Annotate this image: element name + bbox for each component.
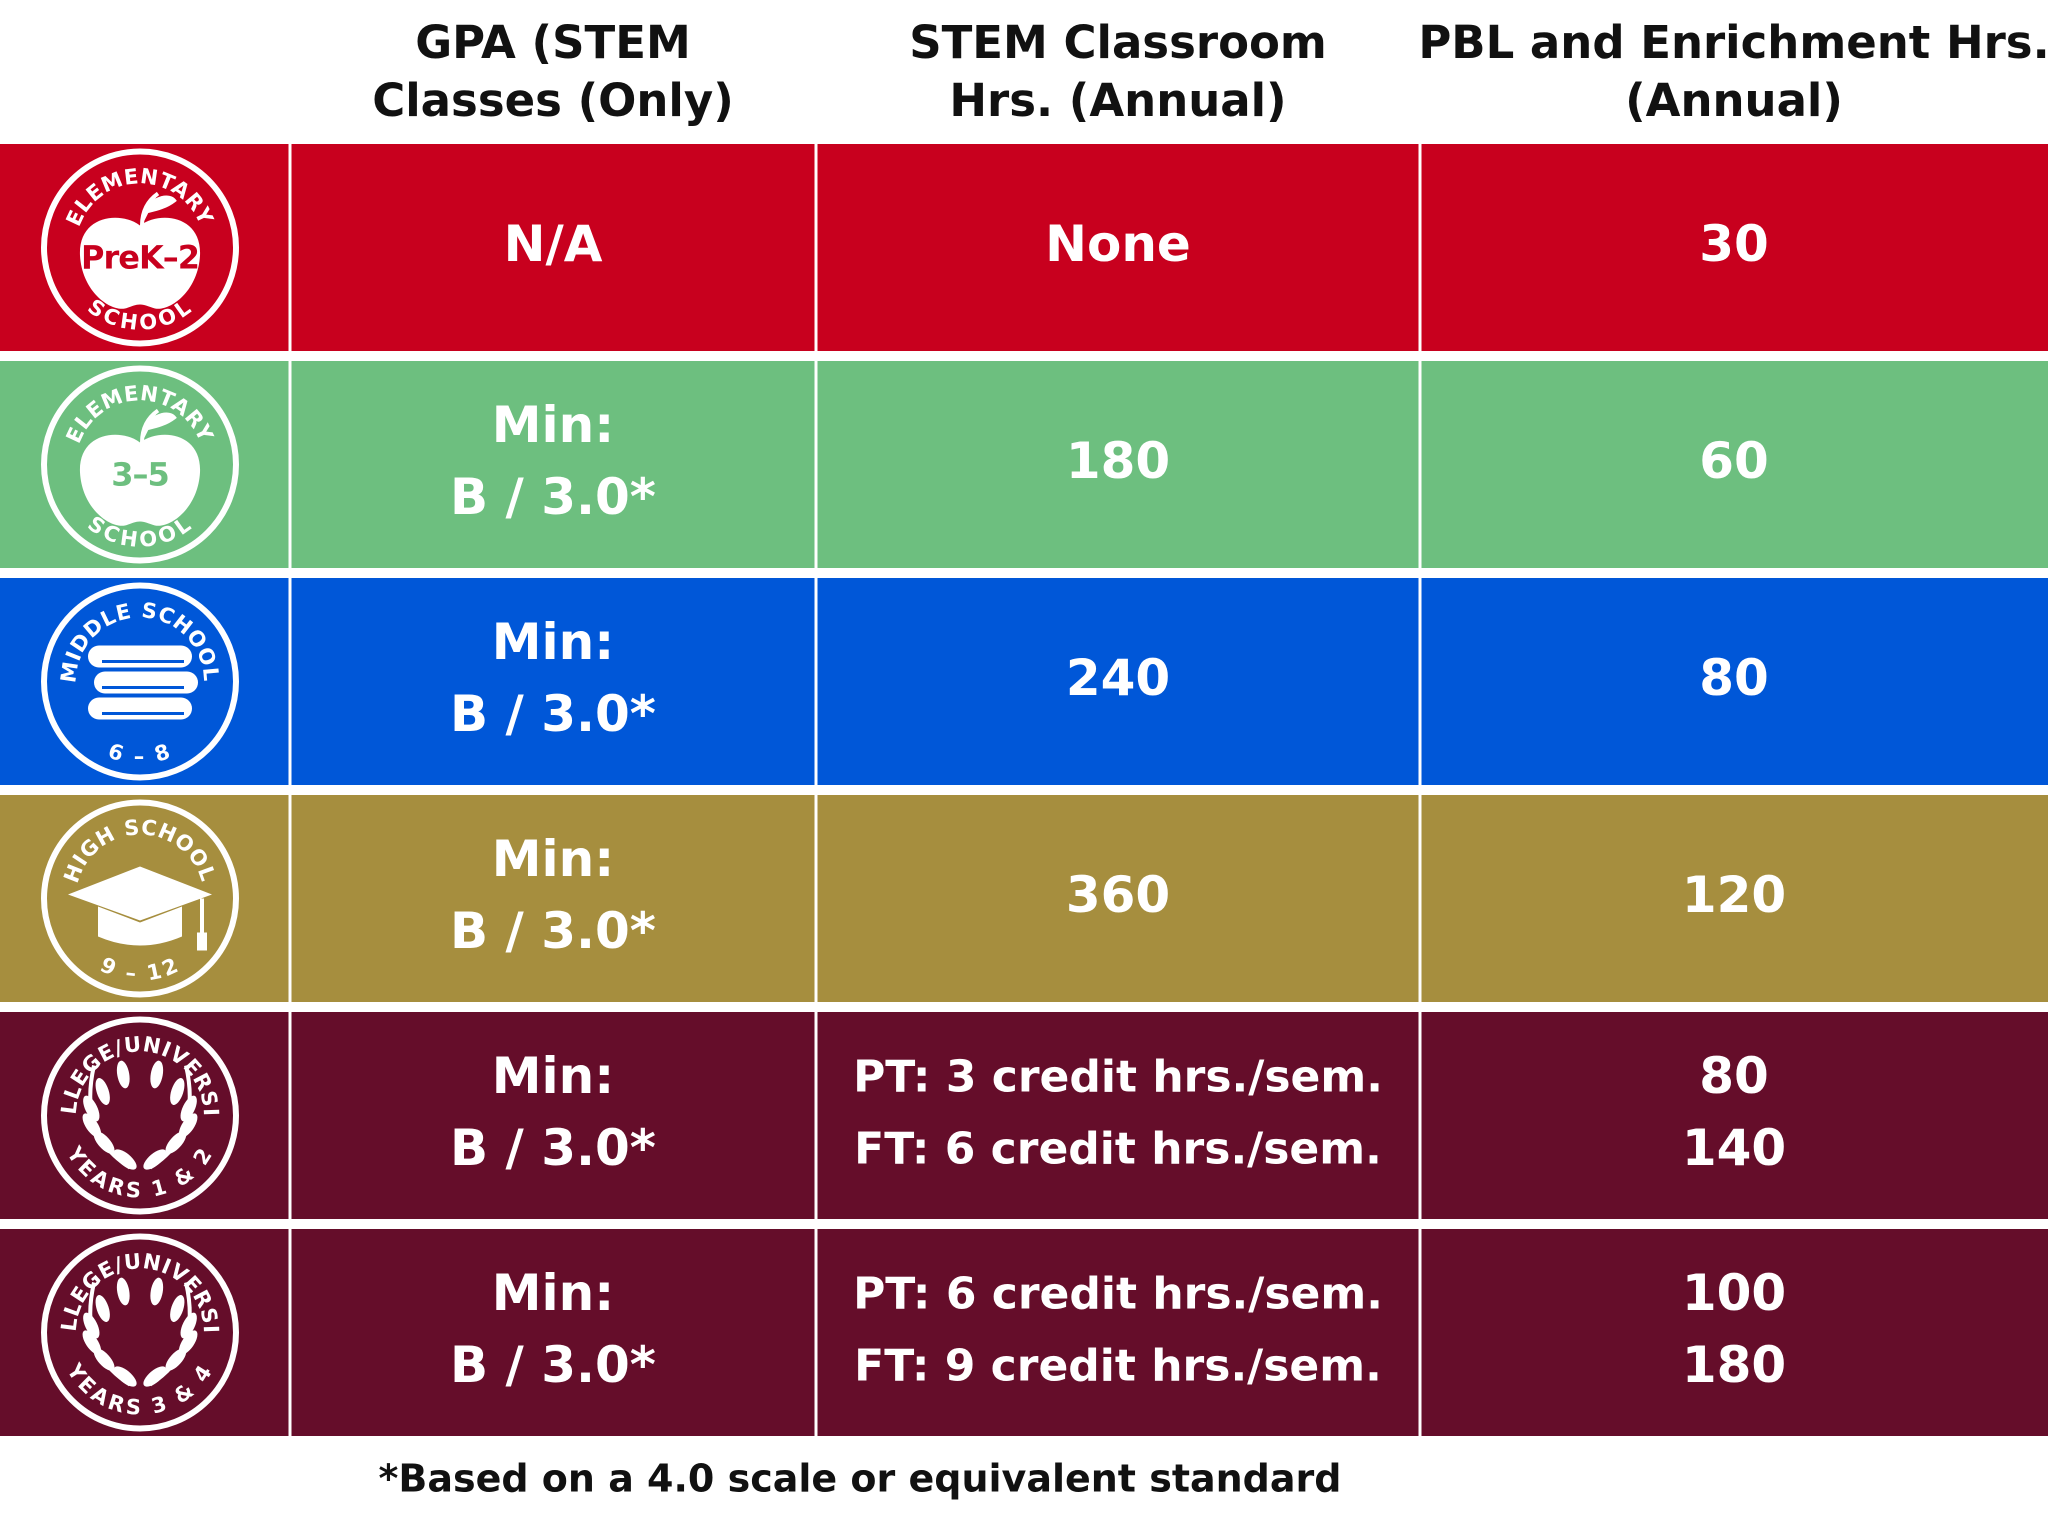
cell-text: B / 3.0* xyxy=(450,1336,656,1394)
cell-text: 80 xyxy=(1699,649,1769,707)
laurel-leaf xyxy=(178,1330,198,1355)
laurel-leaf xyxy=(150,1060,164,1089)
row-background xyxy=(0,1012,2048,1219)
apple-leaf xyxy=(140,408,177,443)
badge-ring xyxy=(41,582,239,781)
book xyxy=(88,697,192,720)
cell-text: Min: xyxy=(492,1264,615,1322)
book xyxy=(94,671,198,694)
apple-leaf xyxy=(140,191,177,226)
cell-text: 60 xyxy=(1699,432,1769,490)
laurel-leaf xyxy=(150,1277,164,1306)
cell-text: Min: xyxy=(492,396,615,454)
cell-text: B / 3.0* xyxy=(450,902,656,960)
cell-text: 180 xyxy=(1682,1336,1786,1394)
row-background xyxy=(0,1229,2048,1436)
laurel-leaf xyxy=(95,1078,110,1105)
cell-text: 100 xyxy=(1682,1264,1786,1322)
cell-text: 120 xyxy=(1682,866,1786,924)
laurel-leaf xyxy=(83,1312,100,1339)
laurel-leaf xyxy=(143,1366,167,1387)
laurel-leaf xyxy=(143,1149,167,1170)
column-header: Hrs. (Annual) xyxy=(949,74,1286,127)
laurel-leaf xyxy=(113,1366,137,1387)
cell-text: B / 3.0* xyxy=(450,1119,656,1177)
cell-text: 240 xyxy=(1066,649,1170,707)
cap-tassel-end xyxy=(197,932,207,951)
cap-base xyxy=(98,906,182,946)
badge-ring xyxy=(41,148,239,347)
laurel-leaf xyxy=(83,1095,100,1122)
badge-ring xyxy=(41,799,239,998)
column-header: GPA (STEM xyxy=(415,16,690,69)
row-background xyxy=(0,795,2048,1002)
cell-text: 80 xyxy=(1699,1047,1769,1105)
column-header: PBL and Enrichment Hrs. xyxy=(1418,16,2048,69)
row-background xyxy=(0,578,2048,785)
cap-top xyxy=(68,866,212,921)
cell-text: Min: xyxy=(492,613,615,671)
apple-icon xyxy=(79,217,201,309)
column-header: Classes (Only) xyxy=(372,74,734,127)
badge-ring xyxy=(41,365,239,564)
laurel-leaf xyxy=(82,1330,102,1355)
cell-text: B / 3.0* xyxy=(450,468,656,526)
row-background xyxy=(0,144,2048,351)
row-background xyxy=(0,361,2048,568)
apple-icon xyxy=(79,434,201,526)
badge-center: PreK–2 xyxy=(81,239,199,277)
laurel-leaf xyxy=(180,1095,197,1122)
cell-text: 360 xyxy=(1066,866,1170,924)
cell-text: 180 xyxy=(1066,432,1170,490)
cell-text: PT: 3 credit hrs./sem. xyxy=(853,1052,1383,1103)
laurel-leaf xyxy=(95,1295,110,1322)
cell-text: N/A xyxy=(504,215,603,273)
cell-text: Min: xyxy=(492,1047,615,1105)
cell-text: 30 xyxy=(1699,215,1769,273)
book xyxy=(88,645,192,668)
badge-center: 3–5 xyxy=(111,456,169,494)
badge-ring xyxy=(41,1233,239,1432)
laurel-leaf xyxy=(170,1295,185,1322)
cell-text: Min: xyxy=(492,830,615,888)
footnote: *Based on a 4.0 scale or equivalent stan… xyxy=(379,1457,1342,1501)
laurel-leaf xyxy=(178,1113,198,1138)
cell-text: FT: 6 credit hrs./sem. xyxy=(854,1124,1382,1175)
cell-text: PT: 6 credit hrs./sem. xyxy=(853,1269,1383,1320)
column-header: (Annual) xyxy=(1625,74,1843,127)
column-header: STEM Classroom xyxy=(909,16,1327,69)
laurel-leaf xyxy=(180,1312,197,1339)
laurel-leaf xyxy=(113,1149,137,1170)
laurel-leaf xyxy=(82,1113,102,1138)
cell-text: None xyxy=(1045,215,1191,273)
laurel-leaf xyxy=(116,1060,130,1089)
laurel-leaf xyxy=(116,1277,130,1306)
badge-ring xyxy=(41,1016,239,1215)
cell-text: FT: 9 credit hrs./sem. xyxy=(854,1341,1382,1392)
cell-text: B / 3.0* xyxy=(450,685,656,743)
cell-text: 140 xyxy=(1682,1119,1786,1177)
laurel-leaf xyxy=(170,1078,185,1105)
